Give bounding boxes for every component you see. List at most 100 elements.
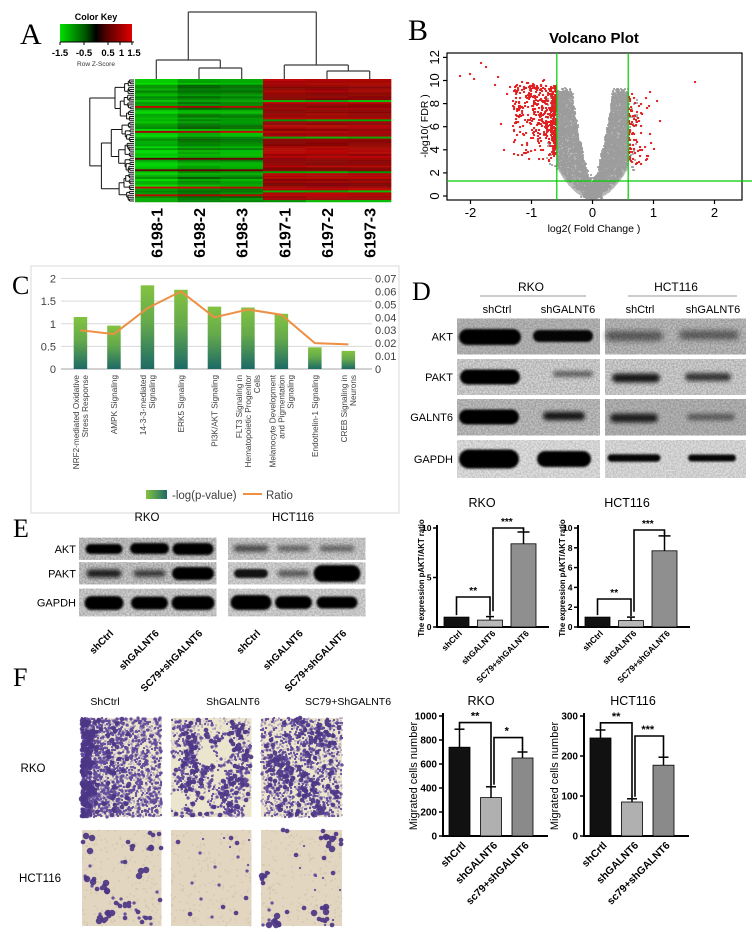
- svg-text:A: A: [20, 18, 42, 51]
- svg-text:2: 2: [50, 274, 56, 286]
- svg-text:0: 0: [589, 205, 596, 220]
- svg-text:2: 2: [568, 602, 573, 612]
- svg-text:-1: -1: [526, 205, 538, 220]
- svg-text:1: 1: [650, 205, 657, 220]
- svg-text:2: 2: [711, 205, 718, 220]
- svg-text:0.04: 0.04: [375, 312, 396, 324]
- svg-text:10: 10: [563, 523, 573, 533]
- svg-text:FLT3 Signaling in: FLT3 Signaling in: [235, 375, 244, 439]
- svg-text:0.5: 0.5: [41, 341, 56, 353]
- svg-text:CREB Signaling in: CREB Signaling in: [340, 375, 349, 443]
- svg-text:SC79+ShGALNT6: SC79+ShGALNT6: [305, 696, 391, 708]
- svg-text:Cells: Cells: [253, 375, 262, 393]
- svg-text:AKT: AKT: [55, 544, 77, 556]
- svg-text:shCtrl: shCtrl: [626, 304, 655, 316]
- svg-text:0.06: 0.06: [375, 286, 396, 298]
- svg-text:6197-1: 6197-1: [277, 208, 294, 258]
- svg-text:The expression pAKT/AKT ratio: The expression pAKT/AKT ratio: [558, 519, 567, 637]
- svg-text:0: 0: [431, 832, 437, 843]
- svg-text:100: 100: [561, 792, 578, 803]
- svg-text:C: C: [12, 271, 29, 300]
- svg-text:400: 400: [420, 784, 437, 795]
- svg-text:200: 200: [561, 752, 578, 763]
- svg-text:1000: 1000: [415, 712, 438, 723]
- svg-text:log2( Fold Change ): log2( Fold Change ): [548, 223, 641, 235]
- svg-text:E: E: [13, 514, 29, 543]
- svg-text:RKO: RKO: [21, 763, 46, 775]
- svg-text:**: **: [469, 586, 477, 597]
- svg-text:0.02: 0.02: [375, 338, 396, 350]
- svg-text:*: *: [505, 726, 510, 738]
- svg-text:Ratio: Ratio: [266, 490, 293, 502]
- svg-text:300: 300: [561, 712, 578, 723]
- svg-text:800: 800: [420, 736, 437, 747]
- svg-text:and Pigmentation: and Pigmentation: [278, 375, 287, 439]
- svg-text:HCT116: HCT116: [610, 694, 656, 708]
- svg-text:NRF2-mediated Oxidative: NRF2-mediated Oxidative: [72, 375, 81, 470]
- svg-text:10: 10: [422, 523, 432, 533]
- svg-text:2: 2: [427, 169, 442, 176]
- svg-text:0.07: 0.07: [375, 274, 396, 286]
- svg-text:The expression pAKT/AKT ratio: The expression pAKT/AKT ratio: [417, 519, 426, 637]
- svg-text:6198-1: 6198-1: [149, 208, 166, 258]
- svg-text:0: 0: [568, 622, 573, 632]
- svg-text:D: D: [412, 277, 431, 306]
- svg-text:1.5: 1.5: [127, 48, 141, 59]
- svg-text:-1.5: -1.5: [52, 48, 69, 59]
- svg-text:**: **: [610, 588, 618, 599]
- svg-text:-2: -2: [465, 205, 477, 220]
- svg-text:Signaling: Signaling: [148, 375, 157, 409]
- svg-text:200: 200: [420, 808, 437, 819]
- svg-text:Signaling: Signaling: [287, 375, 296, 409]
- svg-text:RKO: RKO: [518, 280, 544, 294]
- svg-text:0: 0: [427, 622, 432, 632]
- svg-text:RKO: RKO: [467, 694, 494, 708]
- svg-text:Melanocyte Development: Melanocyte Development: [269, 374, 278, 467]
- svg-text:HCT116: HCT116: [654, 280, 698, 294]
- svg-text:RKO: RKO: [468, 496, 495, 510]
- svg-text:0: 0: [572, 832, 578, 843]
- svg-text:**: **: [471, 711, 480, 723]
- svg-text:GAPDH: GAPDH: [37, 598, 76, 610]
- svg-text:8: 8: [427, 100, 442, 107]
- svg-text:0: 0: [375, 364, 381, 376]
- svg-text:**: **: [612, 711, 621, 723]
- svg-text:HCT116: HCT116: [604, 496, 650, 510]
- svg-text:600: 600: [420, 760, 437, 771]
- svg-text:RKO: RKO: [135, 512, 160, 524]
- svg-text:shGALNT6: shGALNT6: [541, 304, 595, 316]
- svg-text:6198-2: 6198-2: [192, 208, 209, 258]
- svg-text:1: 1: [50, 319, 56, 331]
- svg-text:Color Key: Color Key: [75, 12, 118, 22]
- svg-text:1: 1: [119, 48, 125, 59]
- svg-text:HCT116: HCT116: [19, 873, 61, 885]
- svg-text:-log(p-value): -log(p-value): [172, 490, 237, 502]
- svg-text:AKT: AKT: [432, 332, 454, 344]
- svg-text:0.05: 0.05: [375, 299, 396, 311]
- svg-text:***: ***: [642, 519, 654, 530]
- svg-text:0.01: 0.01: [375, 351, 396, 363]
- svg-text:6198-3: 6198-3: [235, 208, 252, 258]
- svg-text:PAKT: PAKT: [48, 568, 76, 580]
- svg-text:0.5: 0.5: [101, 48, 115, 59]
- svg-text:ShGALNT6: ShGALNT6: [206, 696, 260, 708]
- svg-text:***: ***: [501, 517, 513, 528]
- svg-text:***: ***: [641, 724, 655, 736]
- svg-text:12: 12: [427, 50, 442, 64]
- svg-text:Migrated cells number: Migrated cells number: [549, 722, 561, 831]
- svg-text:Neurons: Neurons: [349, 375, 358, 406]
- svg-text:Volcano Plot: Volcano Plot: [549, 30, 639, 47]
- svg-text:shCtrl: shCtrl: [483, 304, 512, 316]
- svg-text:Stress Response: Stress Response: [81, 375, 90, 438]
- svg-text:1.5: 1.5: [41, 296, 56, 308]
- svg-text:6197-3: 6197-3: [363, 208, 380, 258]
- svg-text:HCT116: HCT116: [272, 512, 314, 524]
- svg-text:PI3K/AKT Signaling: PI3K/AKT Signaling: [211, 375, 220, 447]
- svg-text:14-3-3-mediated: 14-3-3-mediated: [139, 375, 148, 436]
- svg-text:shGALNT6: shGALNT6: [686, 304, 740, 316]
- svg-text:4: 4: [427, 146, 442, 153]
- svg-text:-log10( FDR ): -log10( FDR ): [419, 94, 431, 158]
- svg-text:6: 6: [568, 563, 573, 573]
- svg-text:Row Z-Score: Row Z-Score: [77, 61, 115, 68]
- svg-text:Endothelin-1 Signaling: Endothelin-1 Signaling: [311, 375, 320, 457]
